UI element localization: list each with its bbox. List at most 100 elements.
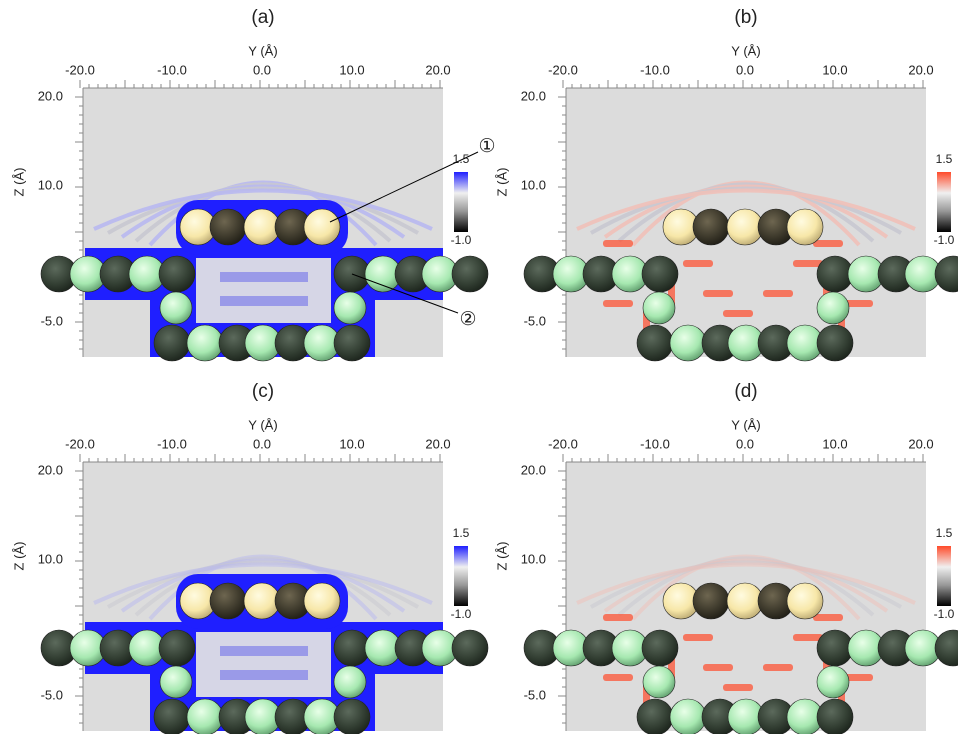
x-tick-label: -20.0 <box>65 62 95 77</box>
atom <box>160 666 192 698</box>
y-axis-title: Z (Å) <box>11 168 26 197</box>
annotation: ② <box>459 309 476 330</box>
atom <box>452 630 488 666</box>
atom <box>787 583 823 619</box>
atom <box>154 699 190 734</box>
atom <box>304 583 340 619</box>
colorbar <box>454 172 468 232</box>
atom <box>637 699 673 734</box>
atom <box>334 292 366 324</box>
colorbar-label: -1.0 <box>451 233 472 247</box>
field <box>220 646 308 656</box>
panel-label: (b) <box>734 7 757 28</box>
colorbar-label: -1.0 <box>451 607 472 621</box>
atom <box>159 256 195 292</box>
field <box>723 310 753 317</box>
colorbar-label: 1.5 <box>936 152 953 166</box>
field <box>813 240 843 247</box>
field <box>196 632 331 697</box>
atom <box>670 325 706 361</box>
y-tick-label: 10.0 <box>38 551 63 566</box>
atom <box>642 630 678 666</box>
atom <box>304 209 340 245</box>
x-axis-title: Y (Å) <box>248 417 277 432</box>
atom <box>693 583 729 619</box>
x-tick-label: -20.0 <box>548 436 578 451</box>
colorbar-label: -1.0 <box>934 607 955 621</box>
annotation: ① <box>478 136 495 157</box>
y-tick-label: 10.0 <box>38 177 63 192</box>
atom <box>727 209 763 245</box>
x-tick-label: 10.0 <box>339 436 364 451</box>
field <box>723 684 753 691</box>
y-tick-label: -5.0 <box>524 687 546 702</box>
y-tick-label: 20.0 <box>38 88 63 103</box>
y-tick-label: 10.0 <box>521 551 546 566</box>
colorbar-label: 1.5 <box>453 152 470 166</box>
y-tick-label: 20.0 <box>521 88 546 103</box>
field <box>703 290 733 297</box>
atom <box>693 209 729 245</box>
atom <box>817 325 853 361</box>
panel: (b)Y (Å)-20.0-10.00.010.020.020.010.0-5.… <box>494 7 958 361</box>
field <box>603 614 633 621</box>
y-tick-label: -5.0 <box>41 687 63 702</box>
field <box>220 296 308 306</box>
field <box>683 634 713 641</box>
panel-label: (c) <box>252 381 274 402</box>
field <box>813 614 843 621</box>
atom <box>935 256 958 292</box>
field <box>220 272 308 282</box>
x-tick-label: 10.0 <box>822 436 847 451</box>
colorbar-label: 1.5 <box>453 526 470 540</box>
atom <box>334 630 370 666</box>
atom <box>160 292 192 324</box>
x-tick-label: 20.0 <box>908 62 933 77</box>
atom <box>154 325 190 361</box>
y-tick-label: 10.0 <box>521 177 546 192</box>
y-tick-label: -5.0 <box>41 313 63 328</box>
field <box>603 240 633 247</box>
atom <box>244 583 280 619</box>
colorbar-label: 1.5 <box>936 526 953 540</box>
atom <box>187 699 223 734</box>
x-tick-label: 20.0 <box>908 436 933 451</box>
atom <box>210 583 246 619</box>
atom <box>244 209 280 245</box>
y-tick-label: 20.0 <box>521 462 546 477</box>
atom <box>334 699 370 734</box>
y-axis-title: Z (Å) <box>494 168 509 197</box>
y-tick-label: -5.0 <box>524 313 546 328</box>
atom <box>817 699 853 734</box>
field <box>763 290 793 297</box>
x-tick-label: -10.0 <box>157 436 187 451</box>
x-tick-label: 10.0 <box>339 62 364 77</box>
x-tick-label: -10.0 <box>640 62 670 77</box>
atom <box>727 583 763 619</box>
atom <box>334 325 370 361</box>
atom <box>817 292 849 324</box>
atom <box>210 209 246 245</box>
x-tick-label: 0.0 <box>253 62 271 77</box>
x-tick-label: 0.0 <box>253 436 271 451</box>
field <box>793 260 823 267</box>
x-tick-label: 20.0 <box>425 62 450 77</box>
x-tick-label: 20.0 <box>425 436 450 451</box>
field <box>220 670 308 680</box>
x-axis-title: Y (Å) <box>731 43 760 58</box>
atom <box>159 630 195 666</box>
x-tick-label: -10.0 <box>157 62 187 77</box>
field <box>703 664 733 671</box>
field <box>603 300 633 307</box>
y-axis-title: Z (Å) <box>494 542 509 571</box>
x-tick-label: -10.0 <box>640 436 670 451</box>
x-tick-label: 0.0 <box>736 436 754 451</box>
atom <box>643 666 675 698</box>
colorbar <box>937 172 951 232</box>
y-tick-label: 20.0 <box>38 462 63 477</box>
x-tick-label: 10.0 <box>822 62 847 77</box>
x-tick-label: 0.0 <box>736 62 754 77</box>
